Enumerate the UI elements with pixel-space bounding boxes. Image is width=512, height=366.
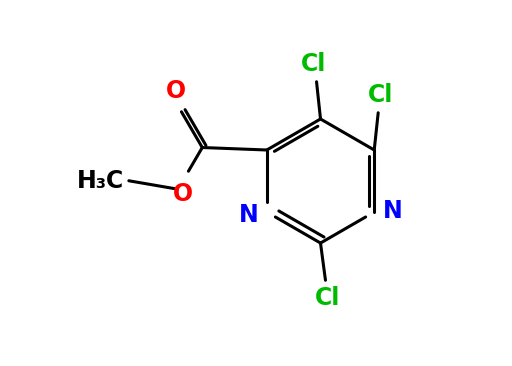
Text: O: O (174, 182, 194, 206)
Text: Cl: Cl (302, 52, 327, 76)
Text: N: N (382, 199, 402, 223)
Text: H₃C: H₃C (77, 169, 124, 193)
Text: Cl: Cl (315, 286, 340, 310)
Text: N: N (239, 202, 259, 227)
Text: Cl: Cl (368, 83, 393, 107)
Text: O: O (165, 79, 185, 103)
